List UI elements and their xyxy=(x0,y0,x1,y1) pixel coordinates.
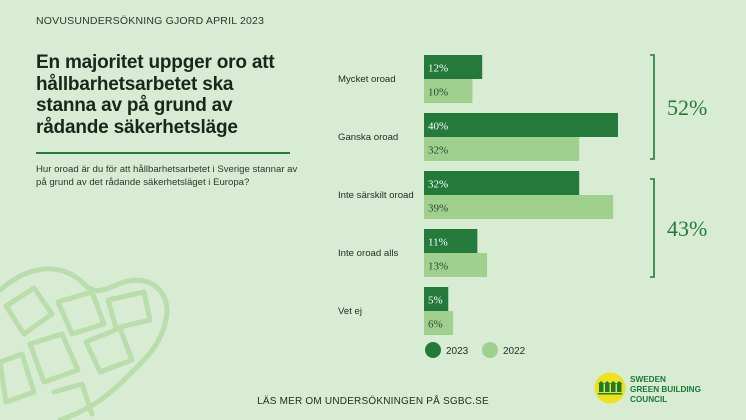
value-label-2023-vet-ej: 5% xyxy=(428,295,443,307)
legend-swatch-2023 xyxy=(425,342,441,358)
value-label-2023-inte-sarskilt-oroad: 32% xyxy=(428,179,448,191)
bar-2022-inte-sarskilt-oroad xyxy=(424,195,614,219)
legend-swatch-2022 xyxy=(482,342,498,358)
legend-label-2023: 2023 xyxy=(446,346,469,357)
value-label-2022-inte-sarskilt-oroad: 39% xyxy=(428,203,448,215)
footer-link-text[interactable]: LÄS MER OM UNDERSÖKNINGEN PÅ SGBC.SE xyxy=(257,396,489,407)
logo-line-2: GREEN BUILDING xyxy=(630,385,701,394)
value-label-2023-mycket-oroad: 12% xyxy=(428,63,448,75)
bar-2022-mycket-oroad xyxy=(424,79,473,103)
bar-2022-inte-oroad-alls xyxy=(424,253,488,277)
bar-2023-inte-oroad-alls xyxy=(424,229,478,253)
category-label-mycket-oroad: Mycket oroad xyxy=(338,74,396,85)
headline: En majoritet uppger oro att hållbarhetsa… xyxy=(36,52,275,138)
headline-divider xyxy=(36,152,290,154)
legend-label-2022: 2022 xyxy=(503,346,526,357)
bar-2023-mycket-oroad xyxy=(424,55,483,79)
value-label-2023-ganska-oroad: 40% xyxy=(428,121,448,133)
survey-question: Hur oroad är du för att hållbarhetsarbet… xyxy=(36,164,298,188)
logo-text: SWEDEN GREEN BUILDING COUNCIL xyxy=(630,375,701,405)
value-label-2022-inte-oroad-alls: 13% xyxy=(428,261,448,273)
value-label-2022-vet-ej: 6% xyxy=(428,319,443,331)
value-label-2022-ganska-oroad: 32% xyxy=(428,145,448,157)
bar-2022-ganska-oroad xyxy=(424,137,580,161)
logo-line-1: SWEDEN xyxy=(630,375,666,384)
category-label-inte-sarskilt-oroad: Inte särskilt oroad xyxy=(338,190,414,201)
bar-2023-ganska-oroad xyxy=(424,113,618,137)
survey-label: NOVUSUNDERSÖKNING GJORD APRIL 2023 xyxy=(36,15,265,27)
bar-2023-inte-sarskilt-oroad xyxy=(424,171,580,195)
value-label-2023-inte-oroad-alls: 11% xyxy=(428,237,448,249)
building-row-logo-icon xyxy=(594,372,626,404)
logo-line-3: COUNCIL xyxy=(630,395,668,404)
bar-2023-vet-ej xyxy=(424,287,449,311)
bar-2022-vet-ej xyxy=(424,311,454,335)
value-label-2022-mycket-oroad: 10% xyxy=(428,87,448,99)
bracket-total-label-1: 52% xyxy=(667,95,707,120)
category-label-vet-ej: Vet ej xyxy=(338,306,362,317)
bracket-1 xyxy=(650,54,655,160)
bracket-2 xyxy=(650,178,655,278)
category-label-inte-oroad-alls: Inte oroad alls xyxy=(338,248,398,259)
bracket-total-label-2: 43% xyxy=(667,216,707,241)
category-label-ganska-oroad: Ganska oroad xyxy=(338,132,398,143)
decorative-map-outline xyxy=(0,266,170,420)
